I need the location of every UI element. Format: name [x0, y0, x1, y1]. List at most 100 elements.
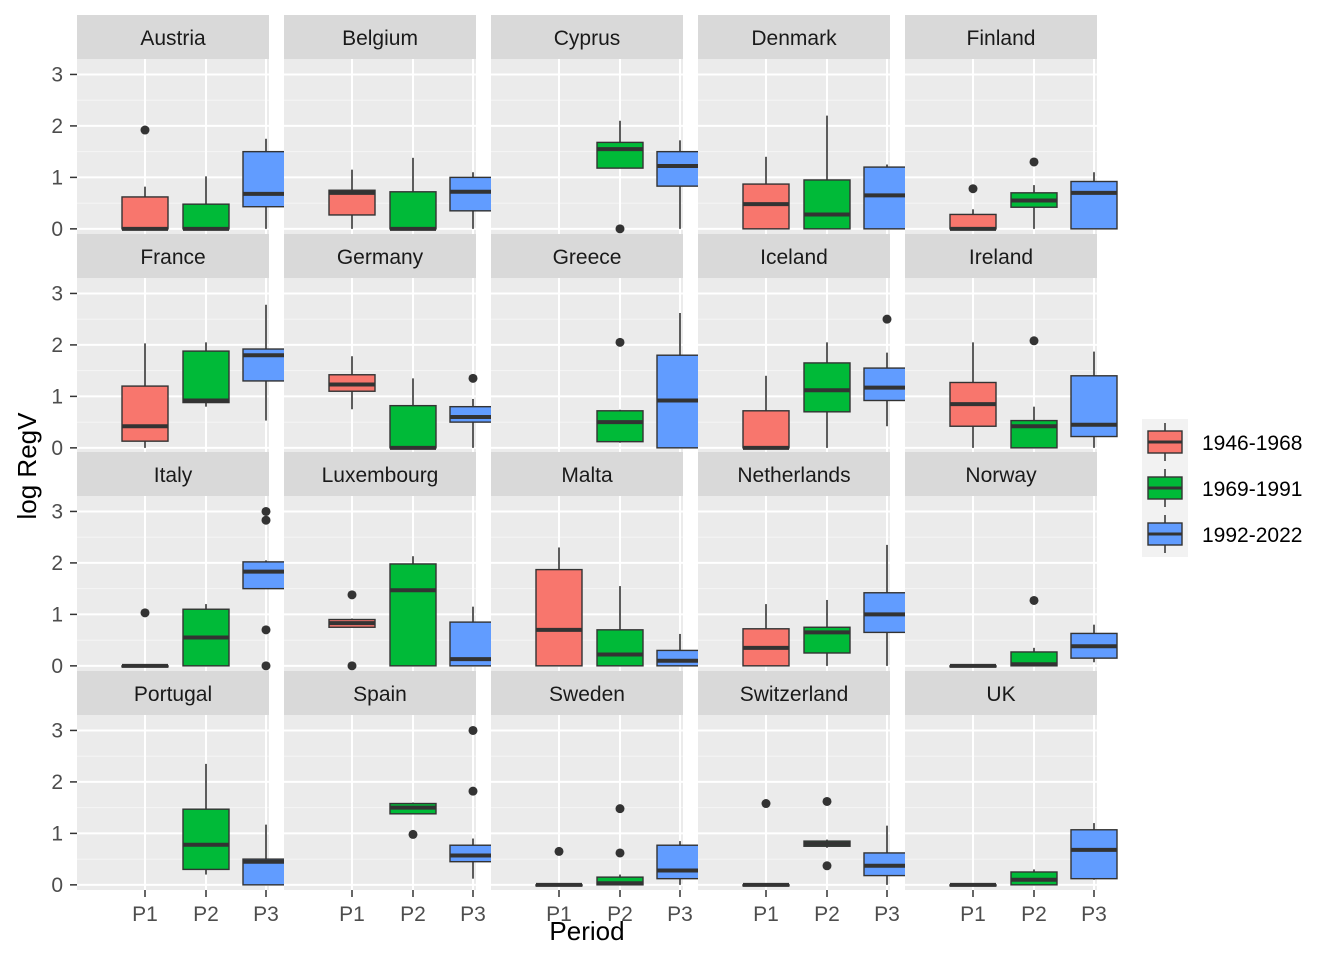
panel-netherlands: Netherlands [698, 452, 911, 671]
x-tick-label: P3 [874, 903, 900, 926]
box-outlier [822, 796, 832, 806]
panel-background [284, 59, 476, 234]
box-outlier [468, 373, 478, 383]
x-tick-label: P1 [132, 903, 158, 926]
box-outlier [554, 846, 564, 856]
y-tick-label: 2 [51, 115, 63, 138]
panel-background [698, 278, 890, 453]
y-tick-label: 2 [51, 334, 63, 357]
panel-switzerland: Switzerland [698, 671, 911, 890]
x-tick-label: P3 [667, 903, 693, 926]
box-austria-p2 [182, 176, 230, 231]
box-france-p1 [121, 343, 169, 448]
box-body [656, 844, 704, 880]
box-outlier [822, 861, 832, 871]
box-malta-p1 [535, 547, 583, 667]
box-italy-p1 [121, 608, 169, 668]
y-tick-label: 3 [51, 719, 63, 742]
legend-entry-1969-1991: 1969-1991 [1147, 469, 1302, 507]
box-italy-p3 [242, 506, 290, 671]
box-body [949, 213, 997, 230]
box-uk-p3 [1070, 823, 1118, 880]
panel-background [491, 59, 683, 234]
y-tick-label: 0 [51, 874, 63, 897]
box-body [803, 179, 851, 230]
panel-background [77, 496, 269, 671]
panel-strip-label: Netherlands [737, 464, 850, 487]
panel-portugal: Portugal [77, 671, 290, 890]
box-austria-p1 [121, 125, 169, 231]
box-netherlands-p3 [863, 544, 911, 666]
panel-strip-label: Cyprus [554, 27, 621, 50]
box-body [656, 649, 704, 667]
panel-ireland: Ireland [905, 234, 1118, 453]
box-outlier [615, 848, 625, 858]
box-iceland-p3 [863, 314, 911, 427]
panel-background [77, 715, 269, 890]
x-tick-label: P2 [814, 903, 840, 926]
panel-strip [77, 671, 269, 715]
panel-strip-label: Portugal [134, 683, 212, 706]
box-denmark-p3 [863, 164, 911, 230]
panel-background [905, 278, 1097, 453]
legend-label: 1992-2022 [1202, 524, 1302, 547]
box-ireland-p2 [1010, 336, 1058, 449]
panel-strip-label: Switzerland [740, 683, 849, 706]
panel-spain: Spain [284, 671, 497, 890]
panel-denmark: Denmark [698, 15, 911, 234]
panel-greece: Greece [491, 234, 704, 453]
box-netherlands-p1 [742, 604, 790, 667]
y-axis-ticks: 0 1 2 3 0 1 2 3 0 1 2 3 0 1 2 3 [51, 63, 77, 897]
box-outlier [140, 608, 150, 618]
box-body [863, 166, 911, 230]
box-body [389, 404, 437, 449]
box-malta-p2 [596, 586, 644, 667]
panel-strip-label: Spain [353, 683, 407, 706]
panel-italy: Italy [77, 452, 290, 671]
legend-entry-1992-2022: 1992-2022 [1147, 515, 1302, 553]
box-cyprus-p3 [656, 140, 704, 229]
box-body [742, 410, 790, 449]
panel-strip [905, 15, 1097, 59]
panel-strip [491, 15, 683, 59]
box-outlier [261, 625, 271, 635]
y-tick-label: 0 [51, 437, 63, 460]
box-body [596, 141, 644, 169]
panel-strip-label: Luxembourg [322, 464, 439, 487]
box-body [596, 629, 644, 667]
box-france-p3 [242, 304, 290, 421]
panel-strip-label: Norway [965, 464, 1037, 487]
y-tick-label: 1 [51, 385, 63, 408]
panel-background [491, 278, 683, 453]
box-spain-p3 [449, 725, 497, 879]
y-tick-label: 0 [51, 218, 63, 241]
box-ireland-p3 [1070, 351, 1118, 448]
box-body [449, 844, 497, 863]
box-outlier [261, 661, 271, 671]
box-germany-p1 [328, 356, 376, 410]
panel-cyprus: Cyprus [491, 15, 704, 234]
panel-strip [284, 671, 476, 715]
panel-background [905, 496, 1097, 671]
panel-background [905, 715, 1097, 890]
panels-layer: Austria Belgium Cyprus Denmark Finland France… [77, 15, 1118, 890]
box-outlier [615, 337, 625, 347]
panel-finland: Finland [905, 15, 1118, 234]
box-body [656, 150, 704, 187]
box-outlier [261, 515, 271, 525]
panel-background [77, 59, 269, 234]
box-iceland-p1 [742, 375, 790, 450]
y-tick-label: 0 [51, 655, 63, 678]
box-greece-p3 [656, 313, 704, 449]
box-spain-p2 [389, 802, 437, 839]
panel-norway: Norway [905, 452, 1118, 671]
box-denmark-p1 [742, 156, 790, 230]
box-body [863, 367, 911, 402]
legend-label: 1969-1991 [1202, 478, 1302, 501]
box-body [535, 568, 583, 667]
box-germany-p2 [389, 378, 437, 450]
box-outlier [1029, 157, 1039, 167]
box-body [1070, 375, 1118, 438]
